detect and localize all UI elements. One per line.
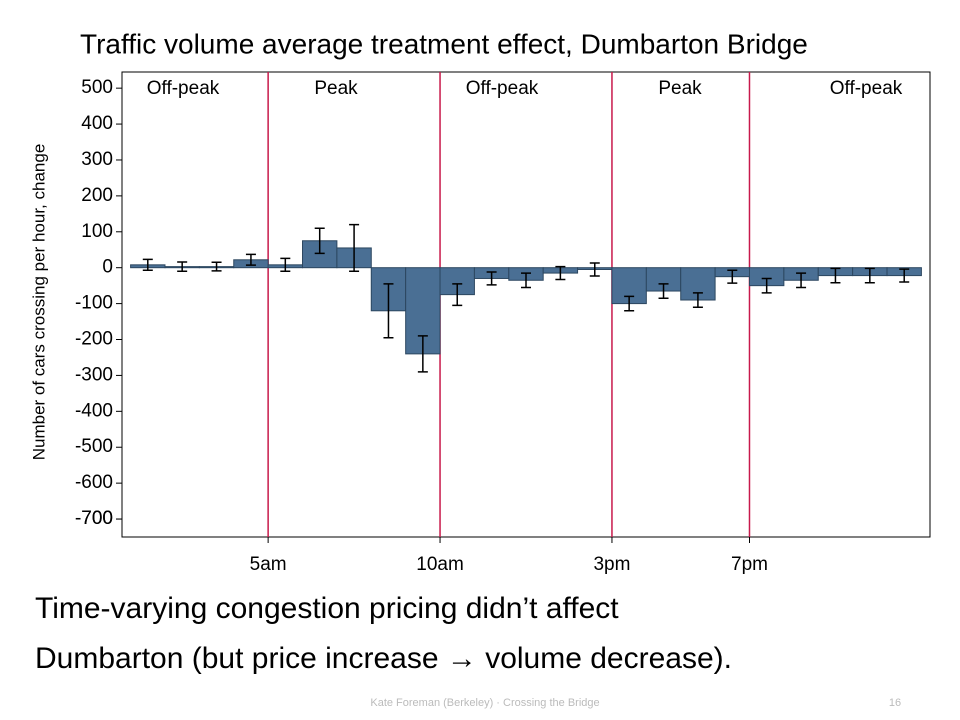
error-bar: [796, 272, 807, 289]
period-label: Off-peak: [830, 78, 903, 99]
error-bar: [899, 268, 910, 283]
y-tick-label: -700: [75, 508, 113, 529]
error-bar: [761, 277, 772, 294]
caption-line: Dumbarton (but price increase → volume d…: [35, 642, 732, 675]
x-tick-label: 7pm: [731, 554, 768, 575]
y-tick-label: 100: [81, 221, 113, 242]
error-bar: [830, 267, 841, 284]
y-tick-label: 400: [81, 113, 113, 134]
error-bar: [452, 283, 463, 307]
y-tick-label: -300: [75, 364, 113, 385]
error-bar: [589, 262, 600, 277]
period-label: Peak: [314, 78, 358, 99]
error-bar: [245, 253, 256, 266]
error-bar: [658, 283, 669, 299]
error-bar: [692, 292, 703, 308]
error-bar: [727, 269, 738, 284]
x-tick-label: 5am: [250, 554, 287, 575]
y-tick-label: -200: [75, 329, 113, 350]
error-bar: [211, 261, 222, 272]
error-bar: [555, 265, 566, 281]
error-bar: [349, 223, 360, 273]
period-label: Off-peak: [466, 78, 539, 99]
y-tick-label: -600: [75, 472, 113, 493]
x-tick-label: 10am: [416, 554, 464, 575]
y-tick-label: -400: [75, 400, 113, 421]
error-bar: [177, 261, 188, 273]
y-tick-label: -500: [75, 436, 113, 457]
y-tick-label: 500: [81, 77, 113, 98]
error-bar: [624, 295, 635, 312]
period-label: Off-peak: [147, 78, 220, 99]
y-tick-label: 300: [81, 149, 113, 170]
error-bar: [864, 267, 875, 284]
error-bar: [521, 272, 531, 289]
error-bar: [383, 283, 394, 339]
error-bar: [280, 257, 291, 273]
page-number: 16: [889, 697, 901, 709]
y-axis-label: Number of cars crossing per hour, change: [29, 144, 48, 461]
error-bar: [314, 227, 325, 255]
y-tick-label: -100: [75, 293, 113, 314]
footer: Kate Foreman (Berkeley) · Crossing the B…: [370, 697, 599, 709]
y-tick-label: -700: [75, 508, 113, 529]
caption-line: Time-varying congestion pricing didn’t a…: [35, 592, 619, 625]
chart-title: Traffic volume average treatment effect,…: [80, 28, 808, 59]
error-bar: [486, 271, 497, 286]
plot-frame: [121, 71, 931, 538]
period-label: Peak: [658, 78, 702, 99]
error-bar: [417, 335, 428, 373]
y-tick-label: 0: [102, 257, 113, 278]
x-tick-label: 3pm: [593, 554, 630, 575]
error-bar: [142, 258, 153, 271]
y-tick-label: 200: [81, 185, 113, 206]
